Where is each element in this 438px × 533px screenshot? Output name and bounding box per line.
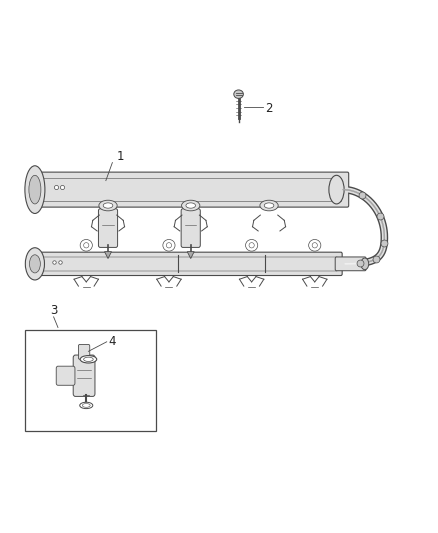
- Ellipse shape: [166, 243, 172, 248]
- Ellipse shape: [163, 239, 175, 251]
- Ellipse shape: [186, 203, 195, 208]
- Ellipse shape: [234, 90, 244, 99]
- Ellipse shape: [82, 403, 90, 407]
- Text: 1: 1: [117, 150, 124, 163]
- Ellipse shape: [329, 175, 344, 204]
- Ellipse shape: [80, 402, 93, 409]
- Ellipse shape: [264, 203, 274, 208]
- Ellipse shape: [309, 239, 321, 251]
- Ellipse shape: [246, 239, 258, 251]
- Text: 2: 2: [265, 102, 272, 115]
- Ellipse shape: [103, 203, 113, 208]
- Ellipse shape: [80, 356, 97, 363]
- Ellipse shape: [84, 357, 93, 361]
- Polygon shape: [187, 252, 194, 259]
- Text: 4: 4: [108, 335, 116, 348]
- Ellipse shape: [25, 248, 45, 280]
- Ellipse shape: [29, 175, 41, 204]
- FancyBboxPatch shape: [99, 209, 117, 247]
- FancyBboxPatch shape: [37, 252, 342, 276]
- Ellipse shape: [361, 258, 369, 270]
- Text: 3: 3: [50, 304, 57, 317]
- Bar: [25, 330, 156, 431]
- Ellipse shape: [182, 200, 200, 211]
- Ellipse shape: [260, 200, 278, 211]
- FancyBboxPatch shape: [181, 209, 200, 247]
- Ellipse shape: [29, 255, 40, 273]
- Ellipse shape: [80, 239, 92, 251]
- FancyBboxPatch shape: [56, 366, 75, 385]
- Ellipse shape: [99, 200, 117, 211]
- Ellipse shape: [25, 166, 45, 214]
- Polygon shape: [105, 252, 112, 259]
- FancyBboxPatch shape: [37, 172, 349, 207]
- Ellipse shape: [312, 243, 318, 248]
- FancyBboxPatch shape: [335, 257, 366, 271]
- FancyBboxPatch shape: [78, 344, 90, 359]
- FancyBboxPatch shape: [73, 355, 95, 397]
- Ellipse shape: [249, 243, 254, 248]
- Ellipse shape: [84, 243, 89, 248]
